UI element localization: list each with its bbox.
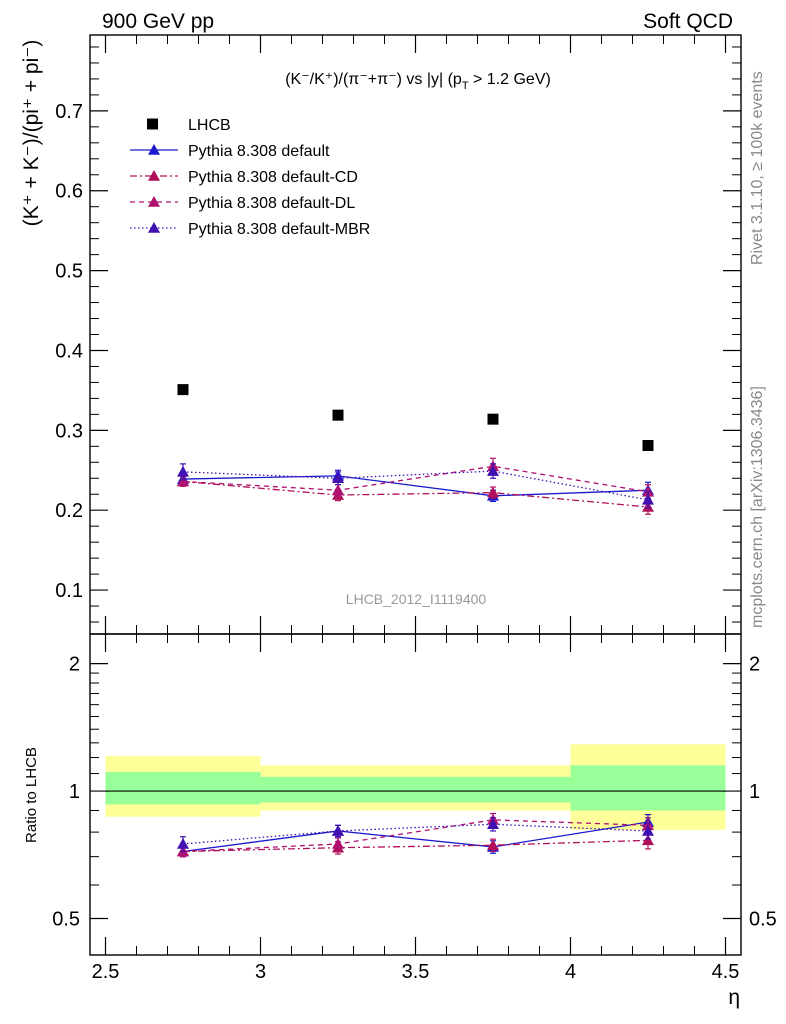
main-title-subscript: T <box>462 80 469 92</box>
y-axis-label-ratio: Ratio to LHCB <box>23 747 40 843</box>
ratio-y-tick-label-right: 1 <box>749 781 760 803</box>
main-point-dl <box>177 475 189 487</box>
ratio-band-inner-0 <box>105 771 261 805</box>
ratio-y-tick-label-right: 2 <box>749 654 760 676</box>
ratio-y-tick-label-right: 0.5 <box>749 909 777 931</box>
main-point-lhcb <box>487 413 499 425</box>
main-point-lhcb <box>642 440 654 452</box>
ratio-band-inner-1 <box>260 776 416 803</box>
ratio-band-inner-2 <box>415 776 571 803</box>
side-label-bottom: mcplots.cern.ch [arXiv:1306.3436] <box>749 386 766 628</box>
ratio-y-tick-label-left: 0.5 <box>52 909 80 931</box>
legend-label-default: Pythia 8.308 default <box>188 143 330 160</box>
legend-label-mbr: Pythia 8.308 default-MBR <box>188 221 370 238</box>
main-title-tail: > 1.2 GeV) <box>469 71 551 88</box>
side-label-top: Rivet 3.1.10, ≥ 100k events <box>749 71 766 265</box>
x-tick-label: 2.5 <box>92 961 120 983</box>
legend-marker-default <box>148 144 160 155</box>
watermark: LHCB_2012_I1119400 <box>346 591 487 607</box>
legend-marker-dl <box>148 196 160 207</box>
ratio-y-tick-label-left: 2 <box>69 654 80 676</box>
legend-label-dl: Pythia 8.308 default-DL <box>188 195 355 212</box>
main-line-dl <box>182 465 649 493</box>
ratio-point-mbr <box>332 824 344 836</box>
header-right: Soft QCD <box>643 10 733 33</box>
main-line-default <box>182 475 649 497</box>
main-point-mbr <box>332 472 344 484</box>
legend-label-cd: Pythia 8.308 default-CD <box>188 169 358 186</box>
ratio-y-tick-label-left: 1 <box>69 781 80 803</box>
x-tick-label: 4.5 <box>712 961 740 983</box>
main-title: (K⁻/K⁺)/(π⁻+π⁻) vs |y| (pT > 1.2 GeV) <box>285 71 551 92</box>
y-axis-label-top: (K⁺ + K⁻)/(pi⁺ + pi⁻) <box>20 40 43 227</box>
header-left: 900 GeV pp <box>102 10 214 33</box>
ratio-line-default <box>182 821 649 853</box>
y-tick-label: 0.6 <box>55 181 83 203</box>
ratio-point-dl <box>332 837 344 849</box>
y-tick-label: 0.3 <box>55 420 83 442</box>
legend-label-lhcb: LHCB <box>188 117 231 134</box>
main-point-mbr <box>487 465 499 476</box>
y-tick-label: 0.4 <box>55 340 83 362</box>
ratio-band-inner-3 <box>570 765 726 811</box>
ratio-point-mbr <box>487 818 499 830</box>
chart-marks: 0.1 0.2 0.3 0.4 0.5 0.6 0.7 0.5 0.5 1 1 2 2 2.5 3 3.5 4 4… <box>52 34 777 983</box>
main-line-cd <box>182 480 649 508</box>
y-tick-label: 0.2 <box>55 500 83 522</box>
main-point-mbr <box>177 465 189 477</box>
main-point-cd <box>487 486 499 498</box>
y-tick-label: 0.7 <box>55 101 83 123</box>
ratio-point-mbr <box>642 824 654 836</box>
y-tick-label: 0.1 <box>55 580 83 602</box>
ratio-line-mbr <box>182 823 649 845</box>
legend-marker-lhcb <box>147 118 158 130</box>
y-tick-label: 0.5 <box>55 261 83 283</box>
main-line-mbr <box>182 470 649 501</box>
x-tick-label: 4 <box>565 961 576 983</box>
legend-marker-cd <box>148 170 160 181</box>
main-point-lhcb <box>177 384 189 396</box>
main-point-dl <box>332 484 344 496</box>
main-point-lhcb <box>332 409 344 421</box>
x-tick-label: 3.5 <box>402 961 430 983</box>
ratio-point-cd <box>487 839 499 851</box>
x-axis-label: η <box>728 986 740 1009</box>
legend-marker-mbr <box>148 222 160 233</box>
main-point-mbr <box>642 493 654 505</box>
ratio-point-mbr <box>177 837 189 849</box>
ratio-line-cd <box>182 839 649 853</box>
main-title-text: (K⁻/K⁺)/(π⁻+π⁻) vs |y| (p <box>285 71 462 88</box>
x-tick-label: 3 <box>255 961 266 983</box>
ratio-line-dl <box>182 819 649 853</box>
